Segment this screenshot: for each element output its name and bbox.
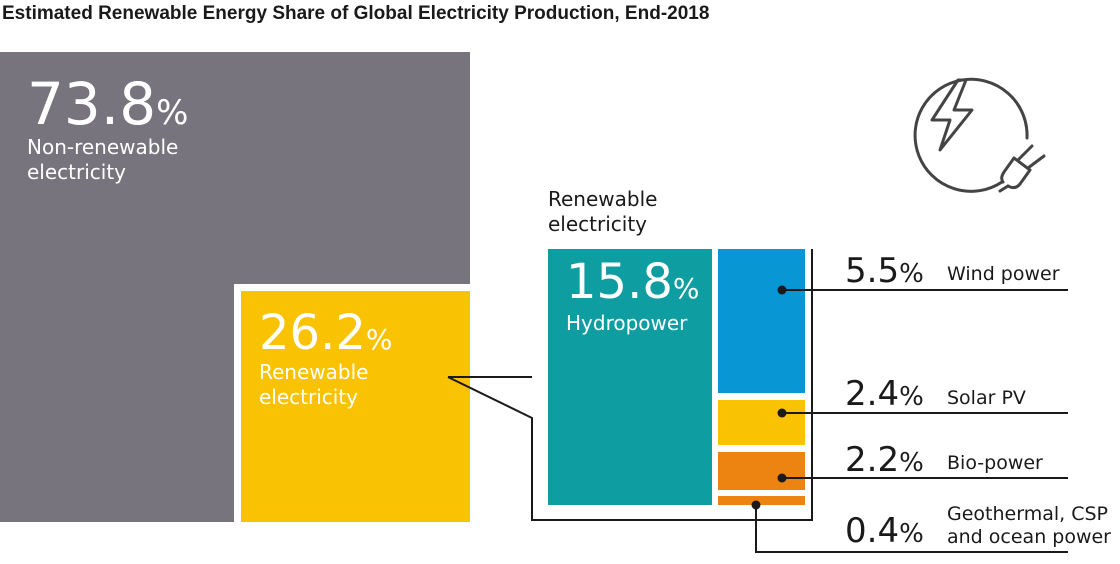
geo-leader-line bbox=[755, 505, 1068, 553]
renewable-block bbox=[241, 291, 470, 522]
hydropower-label: Hydropower bbox=[566, 311, 688, 335]
breakdown-heading-line-1: Renewable bbox=[548, 187, 657, 211]
connector-frame bbox=[447, 249, 813, 521]
non-renewable-label-line-1: Non-renewable bbox=[27, 135, 178, 159]
bio-value: 2.2% bbox=[845, 440, 924, 480]
solar-label: Solar PV bbox=[947, 387, 1026, 409]
renewable-label-line-1: Renewable bbox=[259, 360, 368, 384]
electric-plug-lightning-icon bbox=[913, 77, 1046, 193]
hydropower-block bbox=[548, 249, 712, 505]
solar-pv-block bbox=[718, 400, 805, 445]
geothermal-label-line-2: and ocean power bbox=[947, 526, 1111, 548]
geothermal-block bbox=[718, 496, 805, 505]
chart-title: Estimated Renewable Energy Share of Glob… bbox=[2, 3, 709, 24]
non-renewable-label-line-2: electricity bbox=[27, 160, 126, 184]
wind-label: Wind power bbox=[947, 263, 1060, 285]
renewable-label-line-2: electricity bbox=[259, 385, 358, 409]
hydropower-value: 15.8% bbox=[566, 254, 699, 310]
renewable-value: 26.2% bbox=[259, 305, 392, 361]
geothermal-value: 0.4% bbox=[845, 511, 924, 551]
solar-value: 2.4% bbox=[845, 374, 924, 414]
bio-label: Bio-power bbox=[947, 452, 1043, 474]
wind-value: 5.5% bbox=[845, 251, 924, 291]
breakdown-heading-line-2: electricity bbox=[548, 212, 647, 236]
geothermal-label-line-1: Geothermal, CSP bbox=[947, 503, 1108, 525]
bio-power-block bbox=[718, 452, 805, 490]
wind-power-block bbox=[718, 249, 805, 393]
non-renewable-value: 73.8% bbox=[27, 70, 188, 138]
